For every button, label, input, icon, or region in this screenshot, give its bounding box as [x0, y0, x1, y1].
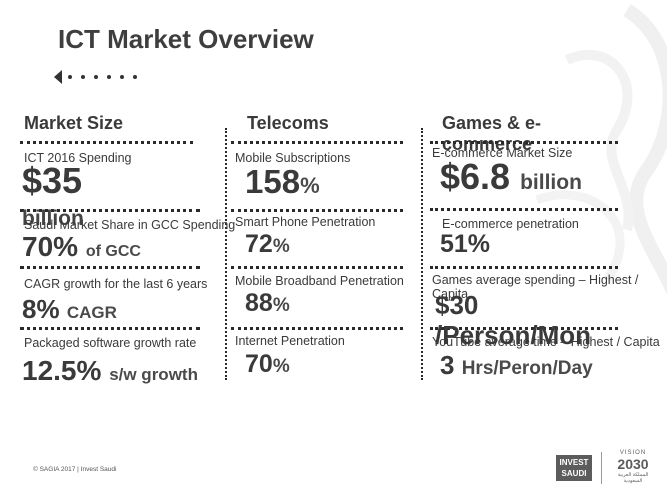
metric-value: 72% — [245, 232, 290, 257]
telecoms-header: Telecoms — [247, 113, 329, 133]
logo-divider — [601, 452, 602, 484]
logo-text: INVEST — [559, 458, 589, 467]
metric-value: $35 — [22, 160, 83, 201]
metric-label: E-commerce penetration — [442, 217, 579, 231]
row-divider — [430, 327, 618, 330]
metric-value: 70% of GCC — [22, 233, 141, 261]
metric-label: YouTube average time – Highest / Capita — [432, 335, 660, 349]
nav-dot — [133, 75, 137, 79]
metric-unit: % — [272, 236, 290, 257]
invest-saudi-logo: INVEST SAUDI — [556, 455, 592, 481]
metric-value: $6.8 billion — [440, 159, 582, 195]
nav-dot — [81, 75, 85, 79]
vision-label: VISION — [619, 450, 647, 456]
row-divider — [430, 266, 618, 269]
row-divider — [430, 141, 618, 144]
metric-number: 70% — [22, 231, 79, 262]
metric-number: 8% — [22, 294, 60, 324]
vision-2030-logo: VISION 2030 المملكة العربية السعودية — [608, 450, 658, 484]
market-size-header: Market Size — [24, 113, 124, 133]
metric-unit: CAGR — [66, 303, 117, 322]
metric-value: 88% — [245, 291, 290, 316]
metric-value: 158% — [245, 165, 320, 198]
column-divider — [225, 128, 227, 380]
metric-label: Mobile Broadband Penetration — [235, 274, 404, 288]
metric-label: Packaged software growth rate — [24, 336, 197, 350]
copyright-text: © SAGIA 2017 | Invest Saudi — [33, 466, 117, 473]
row-divider — [231, 141, 403, 144]
vision-year: 2030 — [617, 456, 649, 472]
metric-value: 51% — [440, 230, 491, 258]
metric-number: 70 — [245, 350, 273, 378]
metric-label: Saudi Market Share in GCC Spending — [24, 218, 236, 232]
nav-dot — [107, 75, 111, 79]
nav-dot — [68, 75, 72, 79]
metric-number: 12.5% — [22, 355, 102, 386]
metric-unit: of GCC — [85, 243, 141, 260]
metric-number: $6.8 — [440, 156, 511, 197]
row-divider — [231, 266, 403, 269]
metric-value: 70% — [245, 352, 290, 377]
metric-label: Smart Phone Penetration — [235, 215, 376, 229]
metric-value: 3 Hrs/Peron/Day — [440, 352, 593, 378]
metric-value: 8% CAGR — [22, 296, 117, 322]
metric-label: Mobile Subscriptions — [235, 151, 351, 165]
metric-value: $30 /Person/Mon — [435, 290, 592, 350]
row-divider — [231, 327, 403, 330]
metric-number: 158 — [245, 163, 301, 200]
metric-unit: % — [272, 356, 290, 377]
page-title: ICT Market Overview — [58, 24, 314, 54]
metric-label: ICT 2016 Spending — [24, 151, 132, 165]
logo-text: SAUDI — [561, 469, 587, 478]
nav-dot — [120, 75, 124, 79]
row-divider — [20, 266, 200, 269]
row-divider — [20, 327, 200, 330]
metric-unit: s/w growth — [109, 365, 198, 384]
metric-unit: billion — [22, 207, 84, 230]
slide-nav[interactable] — [54, 70, 146, 84]
games-ecommerce-header: Games & e-commerce — [442, 113, 542, 154]
metric-number: 72 — [245, 230, 273, 258]
row-divider — [231, 209, 403, 212]
metric-unit: Hrs/Peron/Day — [461, 358, 593, 379]
metric-unit: % — [300, 173, 320, 198]
metric-unit: billion — [520, 171, 582, 194]
metric-value: 12.5% s/w growth — [22, 354, 222, 392]
metric-label: Internet Penetration — [235, 334, 345, 348]
metric-label: Games average spending – Highest / Capit… — [432, 273, 639, 301]
metric-label: E-commerce Market Size — [432, 146, 573, 160]
row-divider — [20, 209, 200, 212]
row-divider — [20, 141, 193, 144]
back-arrow-icon[interactable] — [54, 70, 62, 84]
metric-label: CAGR growth for the last 6 years — [24, 277, 208, 291]
metric-unit: % — [272, 295, 290, 316]
nav-dot — [94, 75, 98, 79]
metric-number: 88 — [245, 289, 273, 317]
row-divider — [430, 208, 618, 211]
vision-subtitle: المملكة العربية السعودية — [617, 472, 649, 484]
metric-number: 3 — [440, 350, 455, 380]
column-divider — [421, 128, 423, 380]
